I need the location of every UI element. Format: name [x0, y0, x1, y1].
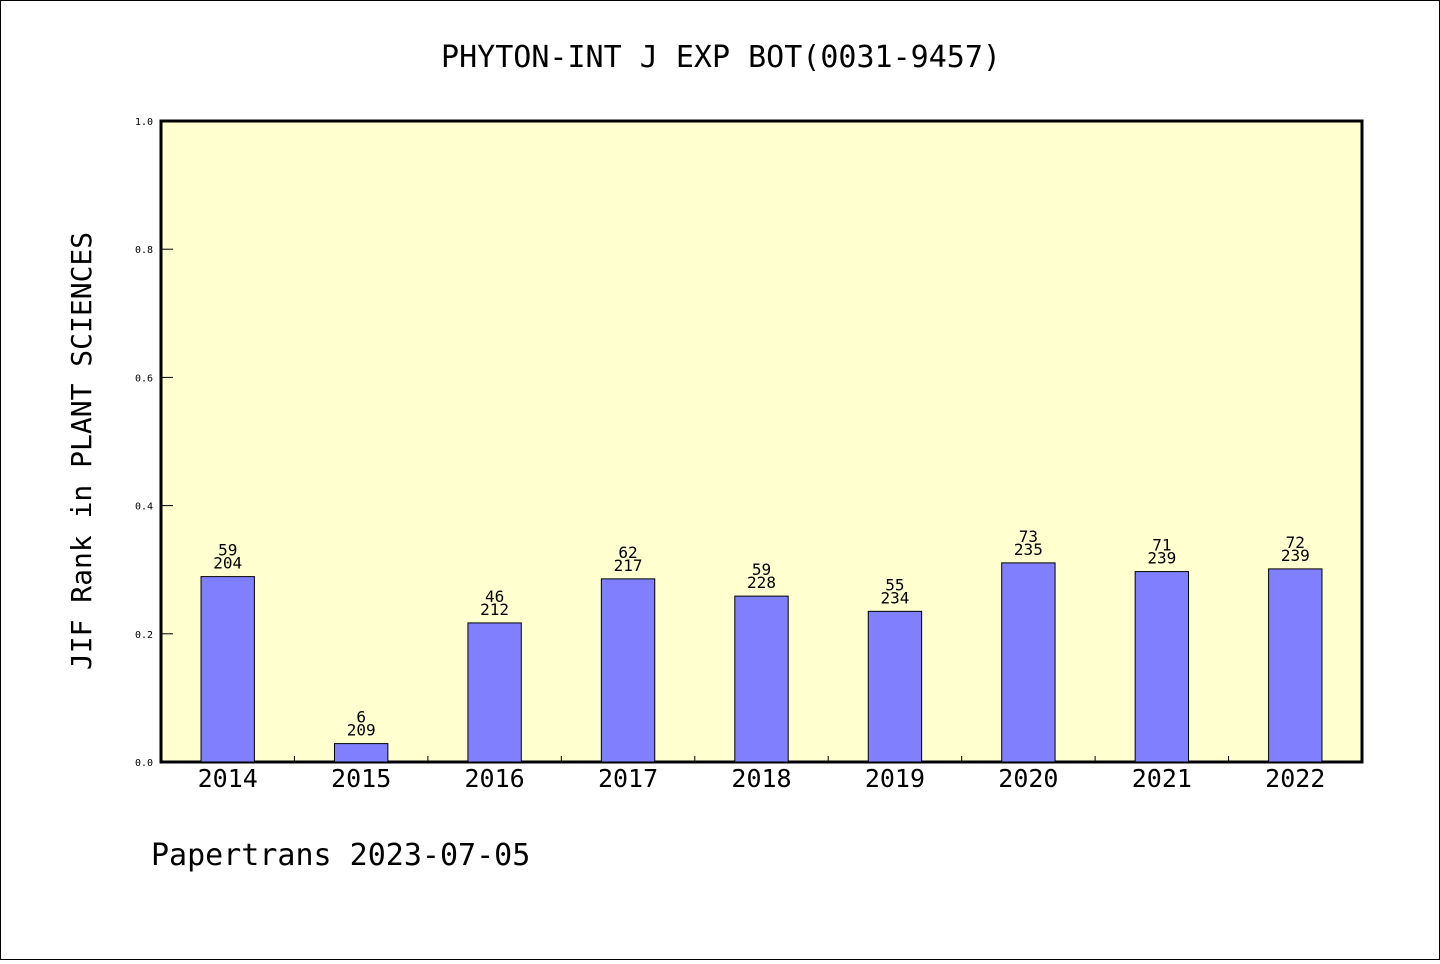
bar-rank-label: 71 [1152, 536, 1171, 555]
y-axis: 0.0 0.2 0.4 0.6 0.8 1.0 [135, 117, 173, 769]
bar-total-label: 209 [347, 721, 376, 740]
bar [867, 610, 923, 763]
footer-credit: Papertrans 2023-07-05 [151, 838, 530, 873]
bar-total-label: 239 [1281, 546, 1310, 565]
y-tick-label: 0.4 [135, 502, 153, 513]
x-tick-label: 2021 [1132, 764, 1192, 793]
bar [1134, 571, 1190, 763]
bar-total-label: 235 [1014, 540, 1043, 559]
x-tick-label: 2019 [865, 764, 925, 793]
bar-rank-label: 62 [618, 543, 637, 562]
x-tick-label: 2014 [198, 764, 258, 793]
x-tick-label: 2016 [465, 764, 525, 793]
bar [600, 578, 656, 763]
y-tick-label: 0.8 [135, 245, 153, 256]
bar-total-label: 217 [614, 556, 643, 575]
bar [333, 743, 389, 763]
x-tick-label: 2015 [331, 764, 391, 793]
bar-rank-label: 73 [1019, 527, 1038, 546]
x-tick-label: 2020 [998, 764, 1058, 793]
bar [200, 576, 255, 763]
bar-rank-label: 72 [1286, 533, 1305, 552]
bar [1001, 562, 1056, 763]
bar-rank-label: 59 [218, 541, 237, 560]
bar [1268, 568, 1323, 763]
y-tick-label: 0.0 [135, 758, 153, 769]
y-axis-label: JIF Rank in PLANT SCIENCES [65, 232, 98, 670]
bar-rank-label: 6 [356, 708, 366, 727]
bar-rank-label: 59 [752, 560, 771, 579]
bar-total-label: 212 [480, 600, 509, 619]
bar [734, 595, 789, 763]
bar-total-label: 239 [1147, 549, 1176, 568]
y-tick-label: 0.6 [135, 373, 153, 384]
bars [200, 562, 1323, 763]
x-tick-label: 2018 [731, 764, 791, 793]
bar-rank-label: 55 [885, 575, 904, 594]
y-tick-label: 1.0 [135, 117, 153, 128]
bar-total-label: 228 [747, 573, 776, 592]
bar-total-label: 204 [213, 554, 242, 573]
bar [467, 622, 522, 763]
x-axis: 2014 2015 2016 2017 2018 2019 2020 2021 2022 [198, 756, 1325, 793]
bar-total-label: 234 [880, 588, 909, 607]
chart-title: PHYTON-INT J EXP BOT(0031-9457) [441, 40, 1001, 75]
bar-rank-label: 46 [485, 587, 504, 606]
y-tick-label: 0.2 [135, 630, 153, 641]
x-tick-label: 2017 [598, 764, 658, 793]
x-tick-label: 2022 [1265, 764, 1325, 793]
